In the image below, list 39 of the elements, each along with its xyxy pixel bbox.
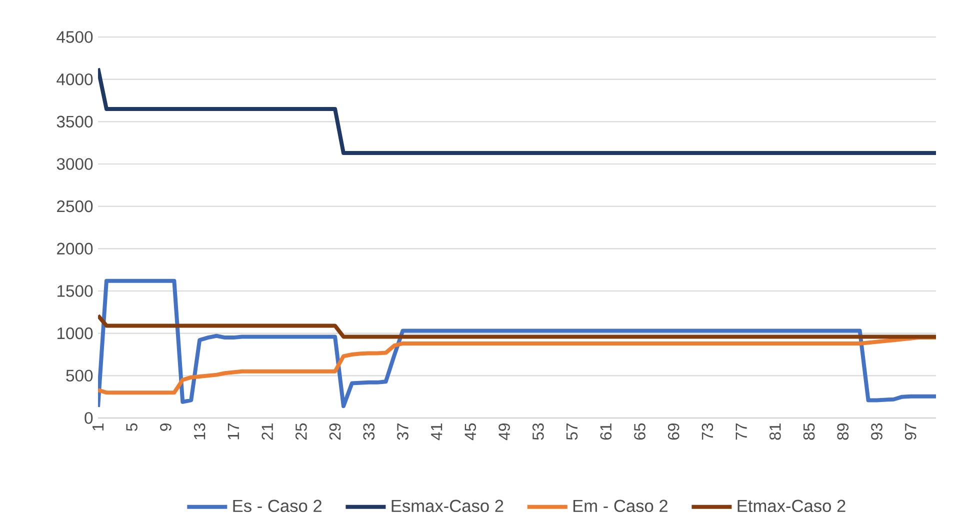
x-tick-label: 81 xyxy=(770,423,781,440)
x-tick-label: 5 xyxy=(126,423,138,431)
y-tick-label: 2000 xyxy=(57,242,93,255)
x-tick-label: 61 xyxy=(600,423,612,440)
x-tick-label: 33 xyxy=(363,423,375,440)
y-tick-label: 4000 xyxy=(56,73,93,86)
y-tick-label: 2500 xyxy=(57,200,93,212)
x-tick-label: 85 xyxy=(803,423,815,440)
y-tick-label: 1500 xyxy=(58,285,93,297)
x-tick-label: 13 xyxy=(194,423,206,440)
x-tick-label: 37 xyxy=(397,424,408,440)
x-tick-label: 69 xyxy=(668,423,680,440)
x-tick-label: 25 xyxy=(296,423,307,440)
x-tick-label: 1 xyxy=(92,423,104,430)
x-tick-label: 93 xyxy=(871,423,882,440)
legend-label: Etmax-Caso 2 xyxy=(738,500,846,512)
legend-label: Es - Caso 2 xyxy=(233,500,322,512)
x-tick-label: 57 xyxy=(566,424,578,440)
x-tick-label: 65 xyxy=(634,423,646,440)
y-tick-label: 0 xyxy=(84,412,93,424)
y-tick-label: 4500 xyxy=(56,31,93,43)
x-tick-label: 45 xyxy=(464,423,476,440)
x-tick-label: 53 xyxy=(532,423,544,440)
x-tick-label: 21 xyxy=(262,423,273,440)
y-tick-label: 500 xyxy=(66,370,93,382)
x-tick-label: 97 xyxy=(904,424,916,440)
x-tick-label: 29 xyxy=(329,423,341,440)
x-tick-label: 49 xyxy=(498,423,510,440)
x-tick-label: 17 xyxy=(228,424,239,440)
x-tick-label: 9 xyxy=(160,423,172,431)
x-tick-label: 77 xyxy=(736,424,747,440)
legend-label: Em - Caso 2 xyxy=(573,500,668,512)
x-tick-label: 73 xyxy=(702,423,714,440)
x-tick-label: 41 xyxy=(431,423,442,440)
y-tick-label: 3000 xyxy=(56,158,93,170)
y-tick-label: 1000 xyxy=(58,327,93,340)
y-tick-label: 3500 xyxy=(56,116,93,128)
legend-label: Esmax-Caso 2 xyxy=(392,500,504,512)
x-tick-label: 89 xyxy=(837,423,849,440)
